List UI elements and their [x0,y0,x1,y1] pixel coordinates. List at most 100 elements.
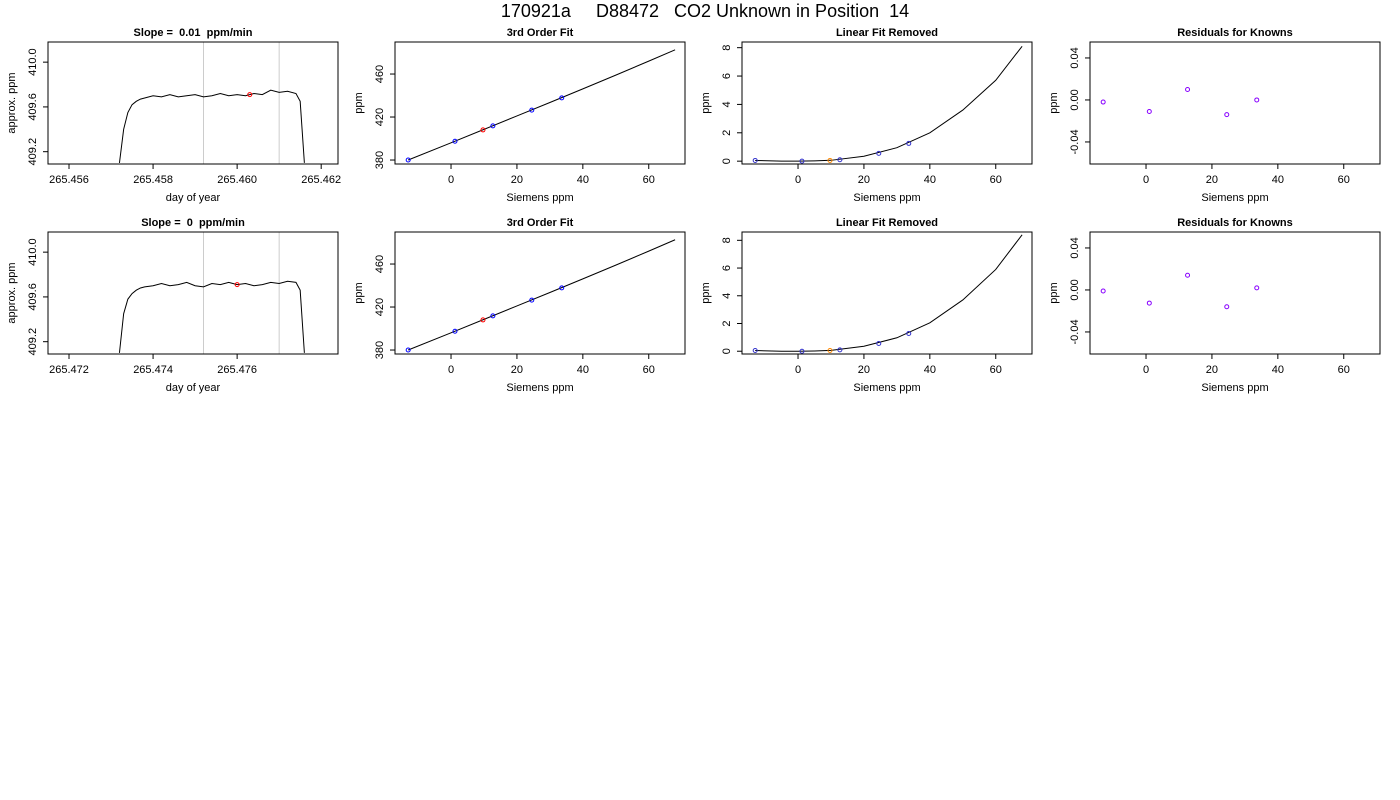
plot-area [752,234,1023,354]
plot-frame [1089,231,1381,355]
x-tick-label: 265.474 [133,364,173,376]
data-point [247,92,253,98]
y-tick-label: 420 [374,298,386,316]
y-tick-label: 410.0 [27,238,39,266]
plot-area [118,42,305,164]
y-axis-label: ppm [1048,282,1060,303]
y-tick-label: 0.00 [1069,89,1081,110]
data-point [906,330,912,336]
panel-title: Residuals for Knowns [1177,217,1293,229]
y-tick-label: 409.2 [27,328,39,356]
x-axis-label: Siemens ppm [853,382,920,394]
plot-frame [1089,41,1381,165]
panel: Slope = 0.01 ppm/min day of year approx. p… [6,27,341,204]
y-tick-label: -0.04 [1069,129,1081,154]
data-point [876,150,882,156]
data-point [234,282,240,288]
data-point [405,157,411,163]
y-tick-label: 460 [374,255,386,273]
y-tick-label: 420 [374,108,386,126]
x-tick-label: 265.472 [49,364,89,376]
data-point [827,348,833,354]
data-point [559,285,565,291]
panel: 3rd Order Fit Siemens ppm ppm 0 20 40 60 380 420… [353,27,686,204]
y-tick-label: 4 [721,293,733,299]
plot-frame [47,231,339,355]
data-point [837,157,843,163]
plot-area [405,49,676,163]
x-tick-label: 0 [448,364,454,376]
panel: Linear Fit Removed Siemens ppm ppm 0 20 40 60 0… [700,27,1033,204]
y-tick-label: 2 [721,130,733,136]
plot-frame [47,41,339,165]
y-tick-label: 409.6 [27,93,39,121]
x-tick-label: 265.456 [49,174,89,186]
plot-area [1100,86,1260,118]
plot-frame [394,41,686,165]
figure-title: 170921a D88472 CO2 Unknown in Position 1… [501,1,909,21]
data-point [837,347,843,353]
data-point [906,140,912,146]
y-tick-label: 2 [721,320,733,326]
x-axis-label: Siemens ppm [506,382,573,394]
data-point [1146,300,1152,306]
y-axis-label: approx. ppm [6,72,18,133]
plot-area [1100,272,1260,310]
plot-area [405,239,676,353]
y-tick-label: 6 [721,265,733,271]
y-tick-label: 4 [721,101,733,107]
data-point [1185,86,1191,92]
data-point [452,138,458,144]
panel-title: Linear Fit Removed [836,27,938,39]
y-tick-label: 0 [721,158,733,164]
data-line [118,280,305,353]
y-tick-label: 0.00 [1069,279,1081,300]
x-axis-label: day of year [166,192,221,204]
y-axis-label: ppm [700,282,712,303]
data-line [755,45,1023,162]
y-axis-label: ppm [353,92,365,113]
data-point [529,297,535,303]
x-tick-label: 0 [795,364,801,376]
y-tick-label: 409.6 [27,283,39,311]
y-tick-label: 409.2 [27,138,39,166]
data-point [405,347,411,353]
panel: Residuals for Knowns Siemens ppm ppm 0 20 40 6… [1048,27,1381,204]
x-tick-label: 20 [858,174,870,186]
y-tick-label: -0.04 [1069,319,1081,344]
x-axis-label: Siemens ppm [853,192,920,204]
data-line [118,89,305,163]
data-line [755,234,1023,352]
plot-frame [741,41,1033,165]
x-tick-label: 0 [1143,364,1149,376]
y-tick-label: 8 [721,45,733,51]
panel-title: Residuals for Knowns [1177,27,1293,39]
data-point [876,340,882,346]
x-tick-label: 0 [448,174,454,186]
x-tick-label: 20 [858,364,870,376]
x-tick-label: 20 [1206,174,1218,186]
y-axis-label: ppm [1048,92,1060,113]
x-tick-label: 0 [1143,174,1149,186]
data-point [1254,97,1260,103]
x-axis-label: Siemens ppm [1201,382,1268,394]
x-tick-label: 20 [1206,364,1218,376]
y-tick-label: 410.0 [27,48,39,76]
y-tick-label: 0 [721,348,733,354]
data-line [407,49,676,161]
data-point [752,157,758,163]
panel: Linear Fit Removed Siemens ppm ppm 0 20 40 60 0… [700,217,1033,394]
x-tick-label: 60 [643,364,655,376]
y-axis-label: ppm [353,282,365,303]
data-point [1224,304,1230,310]
panel-title: Slope = 0 ppm/min [141,217,245,229]
x-tick-label: 60 [1338,174,1350,186]
x-tick-label: 60 [643,174,655,186]
x-tick-label: 60 [990,174,1002,186]
data-point [480,127,486,133]
x-tick-label: 20 [511,364,523,376]
data-point [490,313,496,319]
data-point [799,348,805,354]
